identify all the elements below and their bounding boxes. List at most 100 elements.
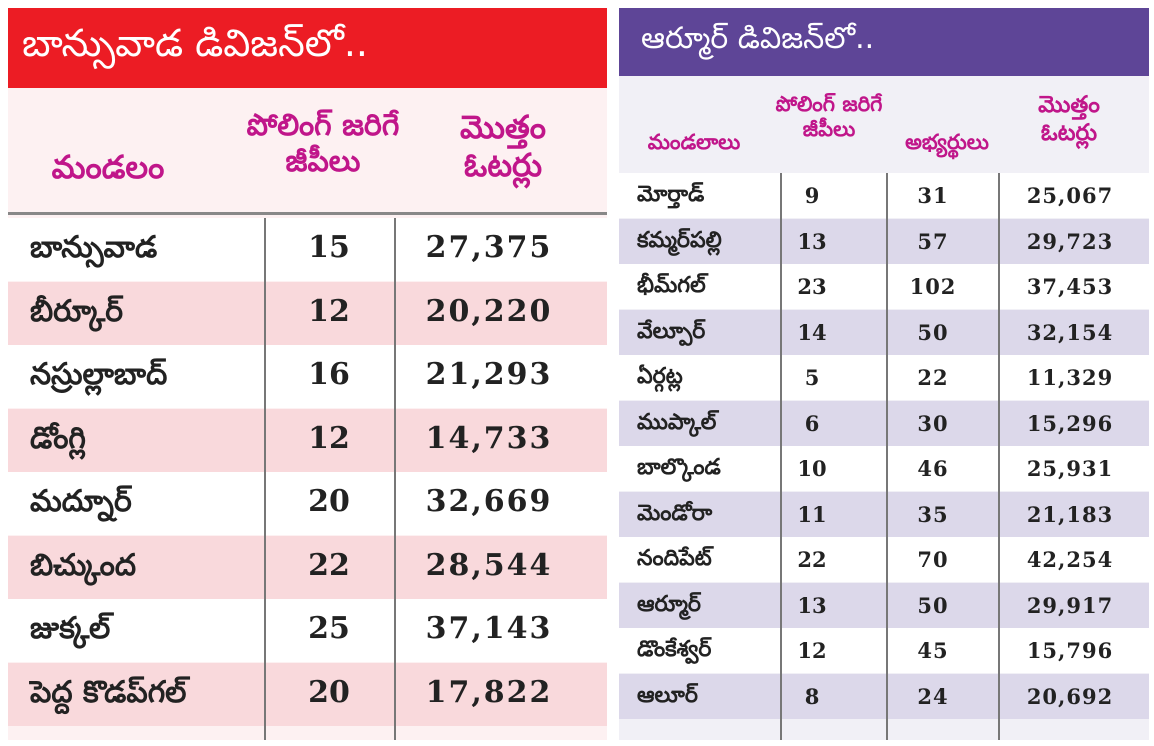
total-voters: 28,544	[425, 547, 553, 583]
polling-gps-count: 14	[797, 319, 827, 345]
total-voters: 15,796	[1026, 638, 1114, 663]
table-row: జుక్కల్ 25 37,143	[8, 599, 607, 662]
table-row: ముప్కాల్ 6 30 15,296	[619, 400, 1149, 446]
total-voters: 29,917	[1026, 592, 1114, 618]
polling-gps-count: 20	[308, 674, 350, 710]
candidates-count: 57	[917, 228, 949, 254]
header-divider	[8, 212, 607, 215]
armoor-division-table: ఆర్మూర్ డివిజన్‌లో.. మండలాలు పోలింగ్ జరి…	[619, 8, 1149, 740]
polling-gps-count: 13	[797, 228, 827, 254]
mandal-name: భీమ్‌గల్	[637, 273, 706, 298]
table-row: నస్రుల్లాబాద్ 16 21,293	[8, 345, 607, 408]
mandal-name: మెండోరా	[637, 500, 713, 526]
table-row: వేల్పూర్ 14 50 32,154	[619, 309, 1149, 355]
candidates-count: 22	[917, 365, 949, 390]
total-voters: 25,931	[1026, 456, 1114, 481]
total-voters: 20,220	[425, 293, 553, 329]
column-divider	[886, 173, 888, 740]
polling-gps-count: 16	[308, 357, 350, 392]
mandal-name: మద్నూర్	[30, 484, 132, 519]
mandal-name: బాన్సువాడ	[30, 230, 158, 265]
table-row: బిచ్కుంద 22 28,544	[8, 535, 607, 599]
table-title: ఆర్మూర్ డివిజన్‌లో..	[619, 8, 1149, 76]
polling-gps-count: 23	[797, 274, 827, 299]
mandal-name: పెద్ద కొడప్‌గల్	[30, 674, 187, 710]
column-divider	[394, 218, 396, 740]
mandal-name: ముప్కాల్	[637, 409, 717, 435]
mandal-name: వేల్పూర్	[637, 318, 706, 344]
mandal-name: నస్రుల్లాబాద్	[30, 357, 168, 392]
total-voters: 20,692	[1026, 683, 1114, 709]
candidates-count: 31	[917, 183, 949, 208]
total-voters: 32,669	[425, 484, 553, 519]
mandal-name: కమ్మర్‌పల్లి	[637, 227, 722, 253]
polling-gps-count: 10	[797, 456, 827, 481]
total-voters: 17,822	[425, 674, 553, 710]
column-divider	[264, 218, 266, 740]
table-row: భీమ్‌గల్ 23 102 37,453	[619, 264, 1149, 309]
total-voters: 42,254	[1026, 547, 1114, 572]
table-row: బాల్కొండ 10 46 25,931	[619, 446, 1149, 491]
header-total-voters: మొత్తం ఓటర్లు	[1038, 92, 1100, 146]
polling-gps-count: 12	[797, 638, 827, 663]
polling-gps-count: 8	[804, 683, 820, 709]
polling-gps-count: 9	[804, 183, 820, 208]
column-divider	[780, 173, 782, 740]
table-row: మద్నూర్ 20 32,669	[8, 472, 607, 535]
polling-gps-count: 12	[308, 293, 350, 329]
table-row: ఆర్మూర్ 13 50 29,917	[619, 582, 1149, 628]
mandal-name: బిచ్కుంద	[30, 547, 137, 583]
mandal-name: ఏర్గట్ల	[637, 364, 683, 389]
header-polling-gps: పోలింగ్ జరిగే జీపీలు	[775, 92, 883, 142]
table-row: మోర్తాడ్ 9 31 25,067	[619, 173, 1149, 218]
polling-gps-count: 22	[308, 547, 350, 583]
total-voters: 21,293	[425, 357, 553, 392]
column-divider	[998, 173, 1000, 740]
header-mandal: మండలం	[51, 148, 165, 186]
mandal-name: బాల్కొండ	[637, 455, 721, 480]
table-row: ఏర్గట్ల 5 22 11,329	[619, 355, 1149, 400]
polling-gps-count: 13	[797, 592, 827, 618]
candidates-count: 30	[917, 410, 949, 436]
polling-gps-count: 6	[804, 410, 820, 436]
bansuwada-division-table: బాన్సువాడ డివిజన్‌లో.. మండలం పోలింగ్ జరి…	[8, 8, 607, 740]
candidates-count: 102	[909, 274, 957, 299]
mandal-name: నందిపేట్	[637, 546, 712, 571]
candidates-count: 35	[917, 501, 949, 527]
total-voters: 29,723	[1026, 228, 1114, 254]
polling-gps-count: 15	[308, 230, 350, 265]
table-row: నందిపేట్ 22 70 42,254	[619, 537, 1149, 582]
table-row: కమ్మర్‌పల్లి 13 57 29,723	[619, 218, 1149, 264]
mandal-name: జుక్కల్	[30, 611, 111, 646]
candidates-count: 70	[917, 547, 949, 572]
table-row: మెండోరా 11 35 21,183	[619, 491, 1149, 537]
total-voters: 32,154	[1026, 319, 1114, 345]
header-candidates: అభ్యర్థులు	[905, 130, 989, 154]
total-voters: 15,296	[1026, 410, 1114, 436]
polling-gps-count: 11	[797, 501, 827, 527]
mandal-name: డొంకేశ్వర్	[637, 637, 712, 662]
candidates-count: 24	[917, 683, 949, 709]
mandal-name: డోంగ్లి	[30, 420, 86, 456]
polling-gps-count: 20	[308, 484, 350, 519]
total-voters: 11,329	[1026, 365, 1114, 390]
candidates-count: 45	[917, 638, 949, 663]
total-voters: 37,453	[1026, 274, 1114, 299]
candidates-count: 50	[917, 592, 949, 618]
table-row: డోంగ్లి 12 14,733	[8, 408, 607, 472]
header-total-voters: మొత్తం ఓటర్లు	[459, 108, 547, 185]
total-voters: 27,375	[425, 230, 553, 265]
candidates-count: 50	[917, 319, 949, 345]
table-row: బాన్సువాడ 15 27,375	[8, 218, 607, 281]
polling-gps-count: 22	[797, 547, 827, 572]
candidates-count: 46	[917, 456, 949, 481]
polling-gps-count: 12	[308, 420, 350, 456]
mandal-name: బీర్కూర్	[30, 293, 124, 329]
header-polling-gps: పోలింగ్ జరిగే జీపీలు	[246, 108, 400, 179]
table-row: పెద్ద కొడప్‌గల్ 20 17,822	[8, 662, 607, 726]
total-voters: 37,143	[425, 611, 553, 646]
polling-gps-count: 25	[308, 611, 350, 646]
total-voters: 14,733	[425, 420, 553, 456]
header-mandals: మండలాలు	[647, 130, 741, 154]
table-row: డొంకేశ్వర్ 12 45 15,796	[619, 628, 1149, 673]
